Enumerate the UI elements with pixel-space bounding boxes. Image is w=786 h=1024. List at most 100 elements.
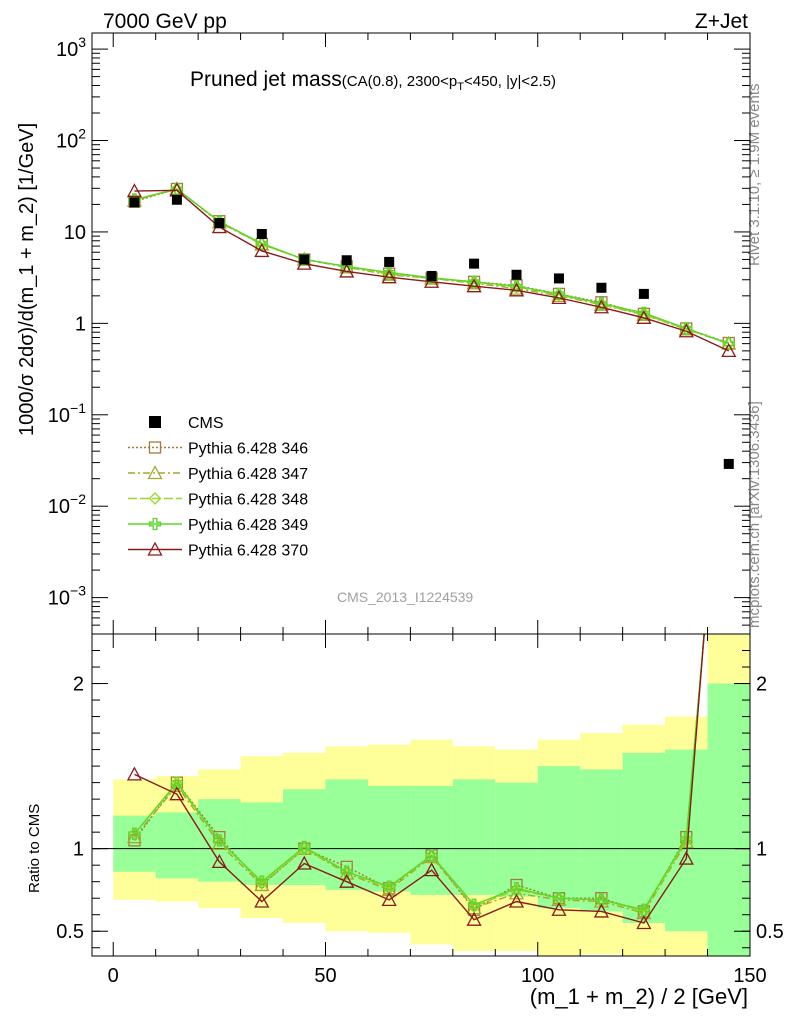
data-point	[299, 254, 310, 265]
main-series-marker	[467, 276, 481, 289]
ratio-band-green	[452, 779, 496, 895]
ratio-series-marker	[339, 873, 355, 888]
ratio-band-green	[495, 782, 538, 897]
main-series-marker	[339, 263, 355, 278]
ratio-series-marker	[383, 880, 396, 893]
ratio-series-marker	[126, 766, 143, 781]
main-series-marker	[424, 273, 440, 288]
ratio-series-marker	[424, 862, 440, 877]
ratio-series-marker	[211, 854, 227, 869]
ratio-series-marker	[466, 911, 482, 926]
ratio-series-marker	[636, 915, 652, 930]
ratio-series-marker	[170, 776, 184, 789]
y-tick-label: 10−3	[48, 583, 86, 610]
ratio-series-marker	[297, 842, 311, 856]
legend-label: Pythia 6.428 348	[188, 492, 308, 509]
ratio-series-marker	[254, 877, 270, 892]
ratio-band-green	[707, 683, 750, 956]
ratio-series-marker	[508, 893, 525, 908]
ratio-series-marker	[552, 892, 566, 905]
data-point	[426, 270, 437, 281]
legend-marker	[148, 517, 162, 531]
legend-marker	[147, 465, 163, 480]
ratio-band-green	[622, 752, 666, 923]
plot-title: Pruned jet mass(CA(0.8), 2300<pT<450, |y…	[190, 68, 556, 93]
ratio-series-marker	[678, 850, 694, 865]
ratio-series-line	[133, 633, 705, 914]
main-series-marker	[466, 278, 482, 293]
ratio-series-marker	[340, 865, 353, 878]
ratio-band-green	[367, 785, 411, 892]
ratio-y-tick-label: 0.5	[56, 921, 84, 943]
legend-marker-data	[149, 416, 161, 428]
plot-subtitle-sub: T	[457, 81, 464, 93]
data-point	[638, 288, 649, 299]
data-point	[596, 282, 607, 293]
ratio-series-marker	[169, 778, 185, 793]
data-point	[129, 197, 140, 208]
x-tick-label: 150	[733, 965, 766, 987]
legend-label: Pythia 6.428 370	[188, 543, 308, 560]
ratio-series-marker	[678, 834, 694, 849]
main-series-marker	[593, 299, 610, 314]
ratio-band-green	[537, 766, 581, 909]
ratio-series-marker	[679, 833, 693, 847]
main-series-marker	[722, 337, 735, 350]
data-point	[384, 256, 395, 267]
legend-label: Pythia 6.428 346	[188, 441, 308, 458]
ratio-series-marker	[296, 855, 312, 870]
data-point	[171, 194, 182, 205]
ratio-series-marker	[637, 903, 651, 916]
main-series-line	[134, 189, 730, 352]
analysis-watermark: CMS_2013_I1224539	[337, 589, 474, 605]
data-point	[511, 269, 522, 280]
legend-label: Pythia 6.428 347	[188, 466, 308, 483]
header-right: Z+Jet	[694, 10, 748, 33]
ratio-y-tick-label: 1	[73, 839, 84, 861]
ratio-series-marker	[255, 876, 269, 890]
legend-label-data: CMS	[188, 415, 224, 432]
plot-subtitle: (CA(0.8), 2300<pT<450, |y|<2.5)	[341, 73, 556, 93]
ratio-series-marker	[425, 849, 438, 862]
main-series-marker	[255, 238, 269, 251]
data-point	[469, 258, 480, 269]
y-tick-label: 102	[56, 126, 86, 153]
ratio-series-marker	[595, 893, 608, 907]
ratio-series-marker	[510, 882, 523, 895]
main-series-marker	[721, 343, 737, 358]
legend-marker	[148, 441, 162, 454]
ratio-band-green	[240, 802, 284, 885]
main-series-marker	[254, 243, 270, 258]
ratio-series-marker	[213, 834, 226, 847]
x-axis-label: (m_1 + m_2) / 2 [GeV]	[529, 984, 748, 1009]
data-point	[341, 255, 352, 266]
y-tick-label: 10	[64, 222, 86, 244]
ratio-series-marker	[169, 786, 185, 801]
data-point	[214, 218, 225, 229]
ratio-y-tick-label-right: 1	[756, 839, 767, 861]
main-series-marker	[678, 323, 694, 338]
ratio-series-marker	[381, 891, 397, 907]
ratio-series-marker	[381, 882, 397, 897]
ratio-series-line	[133, 633, 705, 911]
ratio-series-marker	[551, 901, 567, 916]
y-tick-label: 10−2	[48, 491, 86, 518]
data-point	[723, 458, 734, 469]
ratio-series-marker	[254, 893, 270, 908]
x-tick-label: 0	[108, 965, 119, 987]
ratio-band-green	[580, 769, 623, 912]
x-tick-label: 50	[314, 965, 336, 987]
legend-marker	[148, 492, 162, 505]
plot-subtitle-pre: (CA(0.8), 2300<p	[341, 73, 458, 90]
ratio-y-tick-label: 2	[73, 674, 84, 696]
main-series-marker	[636, 309, 652, 324]
ratio-series-line	[134, 633, 705, 924]
ratio-series-marker	[680, 832, 693, 845]
main-series-marker	[551, 290, 567, 305]
ratio-band-green	[113, 815, 156, 872]
main-series-marker	[508, 282, 525, 297]
data-point	[256, 228, 267, 239]
ratio-series-marker	[128, 827, 141, 840]
ratio-plot-frame	[91, 633, 751, 957]
